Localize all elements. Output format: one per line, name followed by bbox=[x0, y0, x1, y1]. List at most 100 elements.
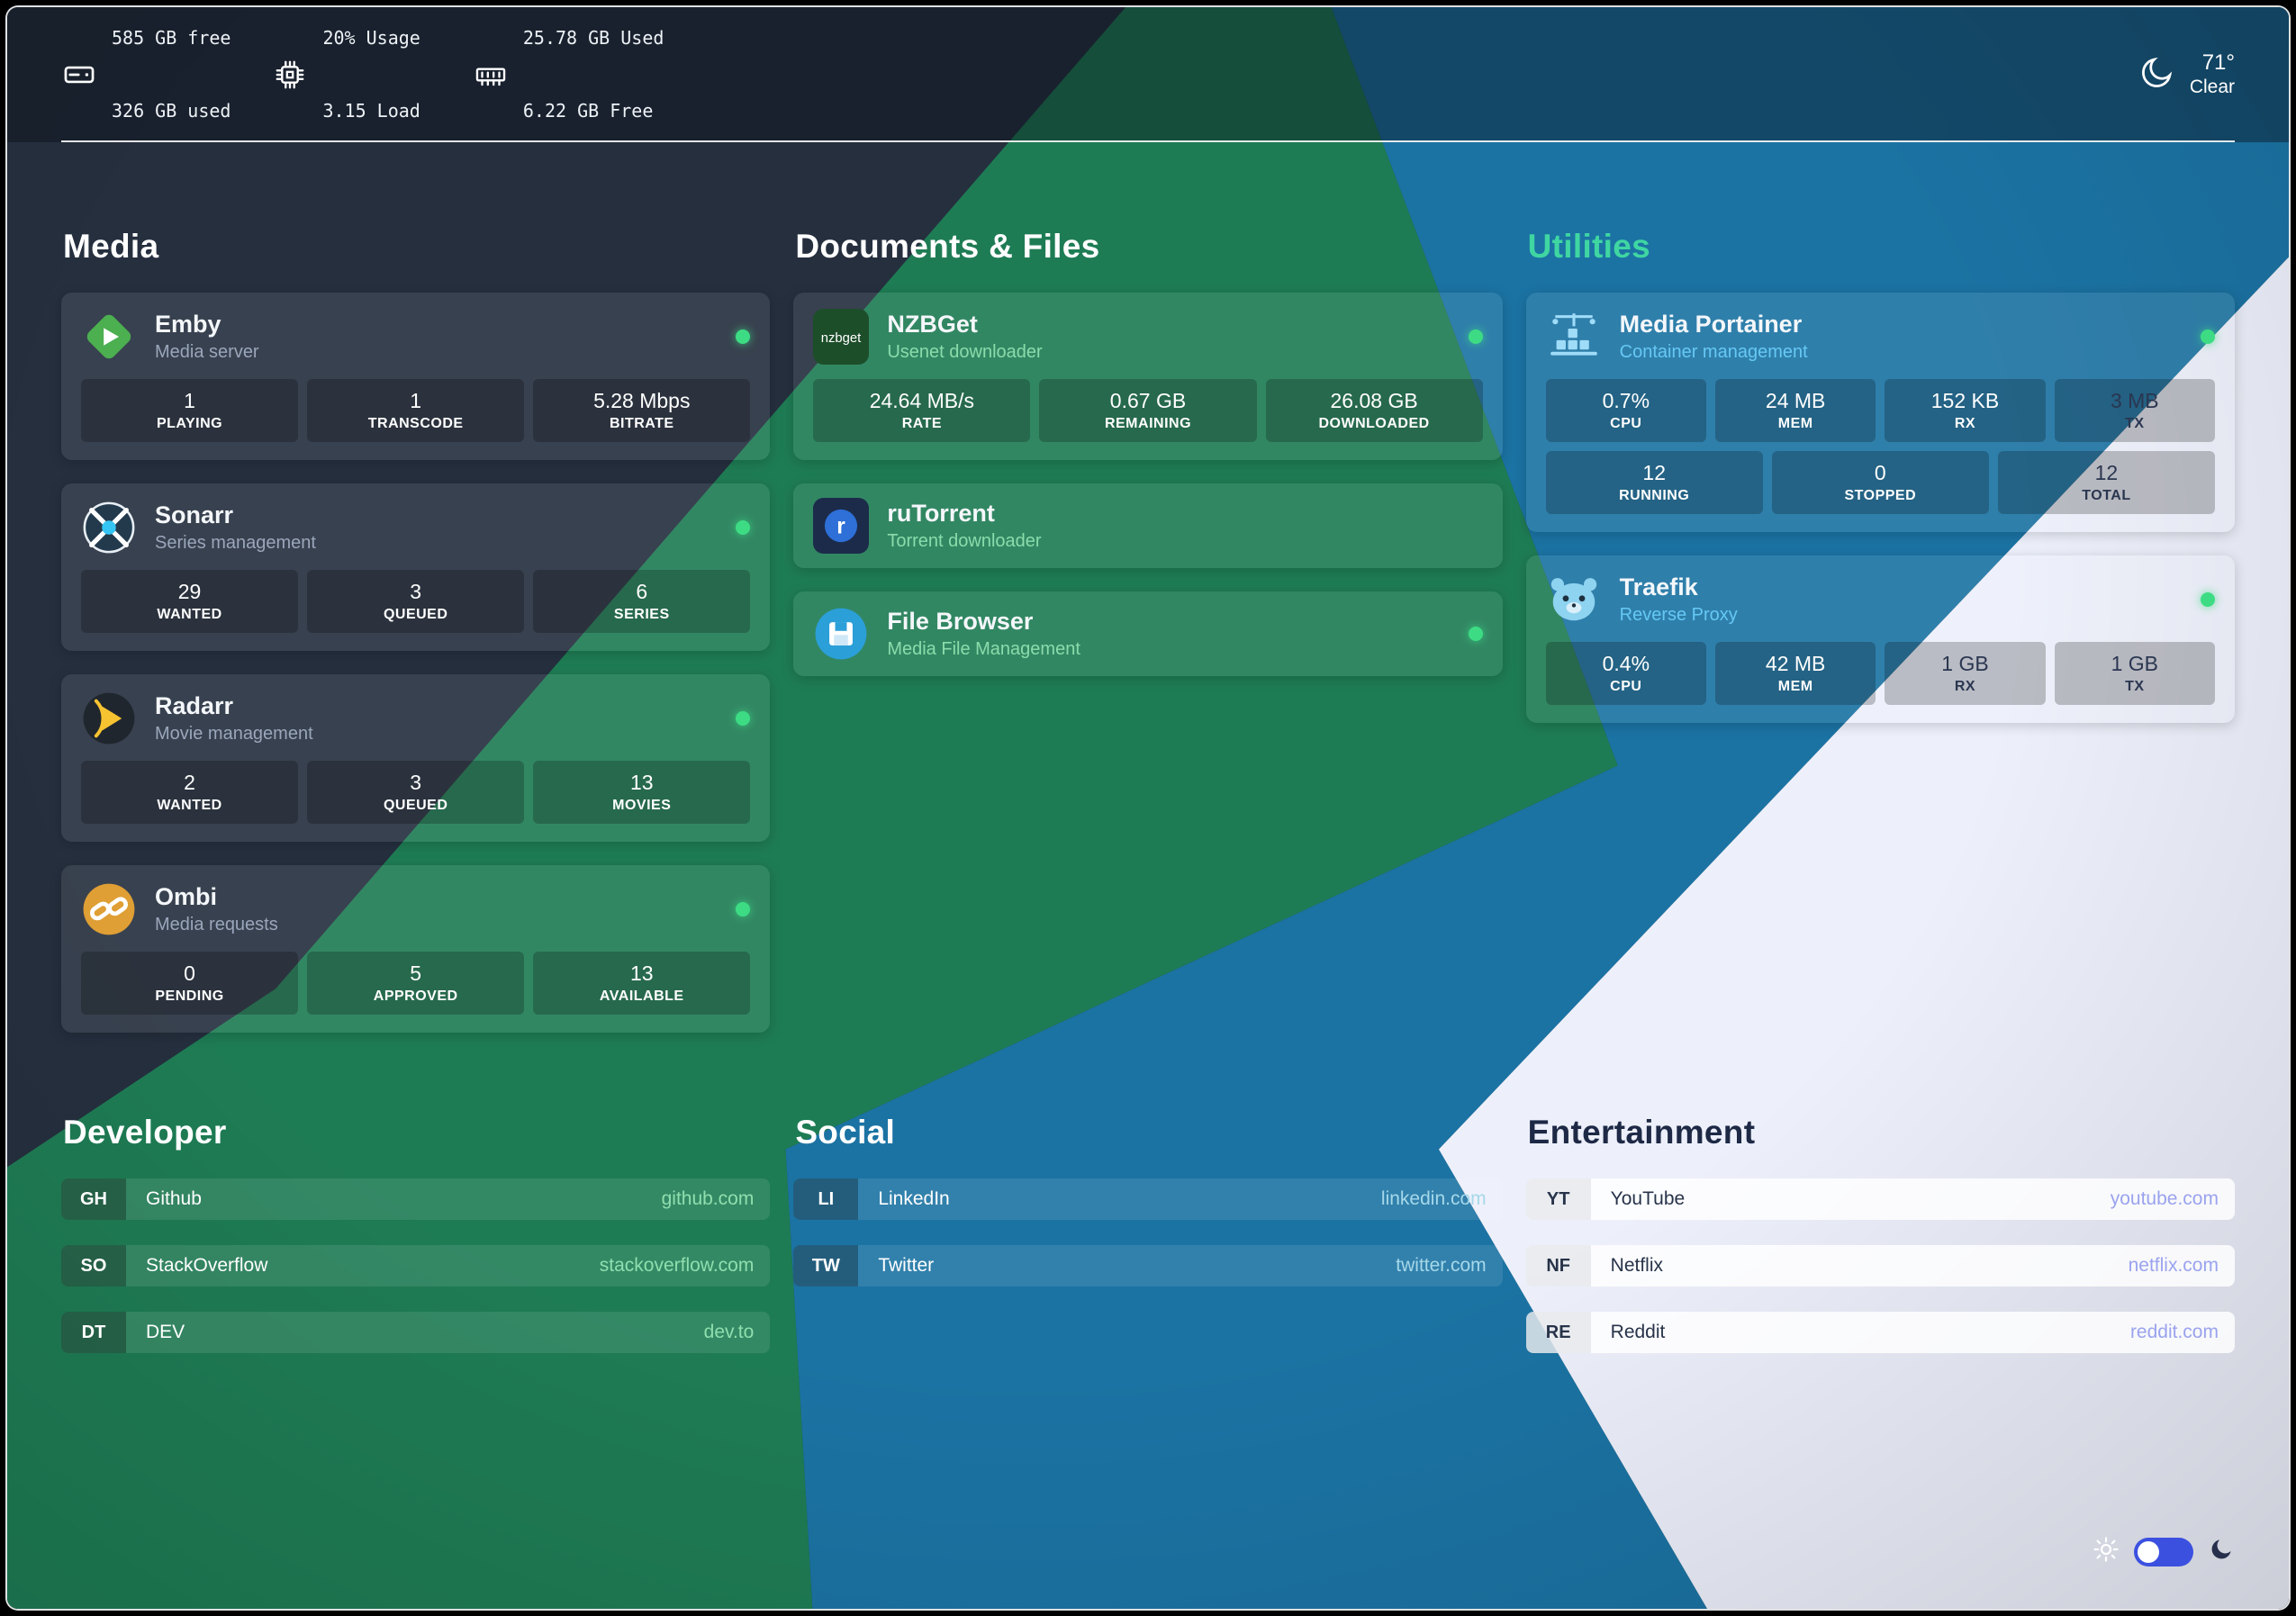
service-title: Ombi bbox=[155, 883, 218, 910]
link-url: twitter.com bbox=[1396, 1255, 1487, 1276]
section-developer: Developer GH Github github.com SO StackO… bbox=[61, 1114, 771, 1353]
stat-rx: 152 KB RX bbox=[1885, 379, 2046, 442]
toggle-knob bbox=[2138, 1540, 2159, 1563]
sun-icon[interactable] bbox=[2093, 1536, 2120, 1567]
stat-total: 12 TOTAL bbox=[1997, 451, 2215, 514]
stat-movies: 13 MOVIES bbox=[533, 761, 751, 824]
link-abbr: LI bbox=[793, 1178, 859, 1220]
stat-wanted: 29 WANTED bbox=[81, 570, 299, 633]
ombi-icon bbox=[81, 881, 137, 937]
link-url: netflix.com bbox=[2128, 1255, 2219, 1276]
stat-wanted: 2 WANTED bbox=[81, 761, 299, 824]
svg-text:r: r bbox=[837, 514, 846, 538]
stat-stopped: 0 STOPPED bbox=[1771, 451, 1989, 514]
stat-cpu: 0.4% CPU bbox=[1545, 642, 1706, 705]
link-netflix[interactable]: NF Netflix netflix.com bbox=[1525, 1245, 2235, 1286]
stat-remaining: 0.67 GB REMAINING bbox=[1039, 379, 1257, 442]
ram-icon bbox=[473, 57, 509, 93]
link-name: Twitter bbox=[878, 1255, 935, 1276]
stat-available: 13 AVAILABLE bbox=[533, 952, 751, 1015]
link-name: YouTube bbox=[1610, 1188, 1686, 1209]
stat-mem: 42 MB MEM bbox=[1714, 642, 1876, 705]
theme-toggle-switch[interactable] bbox=[2134, 1537, 2193, 1566]
status-dot bbox=[736, 520, 751, 535]
service-subtitle: Usenet downloader bbox=[887, 342, 1043, 362]
stat-queued: 3 QUEUED bbox=[307, 570, 525, 633]
nzbget-icon: nzbget bbox=[813, 309, 870, 365]
link-abbr: NF bbox=[1525, 1245, 1591, 1286]
service-subtitle: Container management bbox=[1619, 342, 1808, 362]
service-title: ruTorrent bbox=[887, 500, 995, 527]
section-social: Social LI LinkedIn linkedin.com TW Twitt… bbox=[793, 1114, 1503, 1286]
disk-used: 326 GB used bbox=[112, 100, 231, 122]
link-dev[interactable]: DT DEV dev.to bbox=[61, 1312, 771, 1353]
service-title: NZBGet bbox=[887, 311, 978, 338]
stat-approved: 5 APPROVED bbox=[307, 952, 525, 1015]
service-card-portainer[interactable]: Media Portainer Container management 0.7… bbox=[1525, 293, 2235, 532]
emby-icon bbox=[81, 309, 137, 365]
service-title: Traefik bbox=[1619, 573, 1698, 600]
link-name: Github bbox=[146, 1188, 202, 1209]
service-card-rutorrent[interactable]: r ruTorrent Torrent downloader bbox=[793, 483, 1503, 568]
section-entertainment: Entertainment YT YouTube youtube.com NF … bbox=[1525, 1114, 2235, 1353]
link-github[interactable]: GH Github github.com bbox=[61, 1178, 771, 1220]
svg-text:nzbget: nzbget bbox=[821, 331, 862, 346]
disk-icon bbox=[61, 57, 97, 93]
service-card-nzbget[interactable]: nzbget NZBGet Usenet downloader 24.64 MB… bbox=[793, 293, 1503, 460]
link-name: Reddit bbox=[1610, 1322, 1666, 1342]
service-card-traefik[interactable]: Traefik Reverse Proxy 0.4% CPU 42 MB MEM 1… bbox=[1525, 555, 2235, 723]
service-card-filebrowser[interactable]: File Browser Media File Management bbox=[793, 591, 1503, 676]
stat-playing: 1 PLAYING bbox=[81, 379, 299, 442]
link-abbr: DT bbox=[61, 1312, 126, 1353]
status-dot bbox=[736, 902, 751, 916]
status-dot bbox=[1468, 330, 1483, 344]
service-title: Media Portainer bbox=[1619, 311, 1803, 338]
link-twitter[interactable]: TW Twitter twitter.com bbox=[793, 1245, 1503, 1286]
service-subtitle: Torrent downloader bbox=[887, 531, 1042, 551]
service-card-ombi[interactable]: Ombi Media requests 0 PENDING 5 APPROVED 1… bbox=[61, 865, 771, 1033]
service-title: Emby bbox=[155, 311, 221, 338]
ram-free: 6.22 GB Free bbox=[522, 100, 654, 122]
service-subtitle: Media server bbox=[155, 342, 259, 362]
link-abbr: TW bbox=[793, 1245, 859, 1286]
ram-stats: 25.78 GB Used 6.22 GB Free bbox=[473, 7, 664, 172]
cpu-icon bbox=[272, 57, 308, 93]
service-subtitle: Media requests bbox=[155, 915, 278, 934]
weather-condition: Clear bbox=[2189, 77, 2235, 97]
stat-series: 6 SERIES bbox=[533, 570, 751, 633]
service-title: File Browser bbox=[887, 608, 1034, 635]
link-url: youtube.com bbox=[2110, 1188, 2219, 1209]
status-dot bbox=[2200, 592, 2215, 607]
link-linkedin[interactable]: LI LinkedIn linkedin.com bbox=[793, 1178, 1503, 1220]
section-title-media: Media bbox=[63, 228, 159, 265]
link-reddit[interactable]: RE Reddit reddit.com bbox=[1525, 1312, 2235, 1353]
rutorrent-icon: r bbox=[813, 498, 870, 554]
ram-used: 25.78 GB Used bbox=[522, 27, 664, 49]
section-title-social: Social bbox=[795, 1114, 896, 1151]
moon-icon bbox=[2138, 54, 2175, 96]
service-card-radarr[interactable]: Radarr Movie management 2 WANTED 3 QUEUED … bbox=[61, 674, 771, 842]
service-card-sonarr[interactable]: Sonarr Series management 29 WANTED 3 QUEUE… bbox=[61, 483, 771, 651]
dark-moon-icon[interactable] bbox=[2208, 1536, 2235, 1567]
link-url: reddit.com bbox=[2129, 1322, 2219, 1342]
disk-free: 585 GB free bbox=[112, 27, 231, 49]
stat-cpu: 0.7% CPU bbox=[1545, 379, 1706, 442]
link-youtube[interactable]: YT YouTube youtube.com bbox=[1525, 1178, 2235, 1220]
weather-temp: 71° bbox=[2201, 50, 2235, 75]
section-title-developer: Developer bbox=[63, 1114, 227, 1151]
status-dot bbox=[736, 330, 751, 344]
system-status-bar: 585 GB free 326 GB used 20% Usage 3.15 L… bbox=[7, 7, 2289, 142]
service-subtitle: Series management bbox=[155, 533, 316, 553]
section-title-entertainment: Entertainment bbox=[1527, 1114, 1756, 1151]
service-title: Sonarr bbox=[155, 501, 234, 528]
service-card-emby[interactable]: Emby Media server 1 PLAYING 1 TRANSCODE 5.… bbox=[61, 293, 771, 460]
link-stackoverflow[interactable]: SO StackOverflow stackoverflow.com bbox=[61, 1245, 771, 1286]
service-subtitle: Media File Management bbox=[887, 639, 1080, 659]
stat-tx: 3 MB TX bbox=[2054, 379, 2215, 442]
link-url: github.com bbox=[661, 1188, 755, 1209]
stat-downloaded: 26.08 GB DOWNLOADED bbox=[1265, 379, 1483, 442]
section-utilities: Utilities Media Portainer Container mana… bbox=[1525, 228, 2235, 723]
dashboard: 585 GB free 326 GB used 20% Usage 3.15 L… bbox=[5, 5, 2291, 1611]
cpu-load: 3.15 Load bbox=[322, 100, 420, 122]
stat-mem: 24 MB MEM bbox=[1714, 379, 1876, 442]
